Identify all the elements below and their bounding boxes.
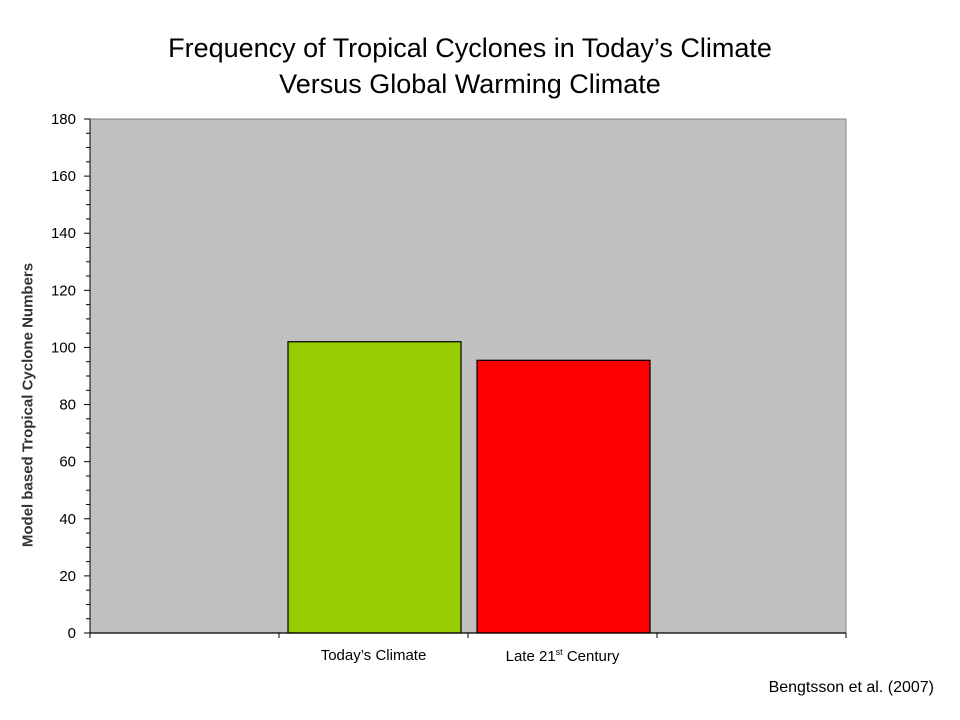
plot-area [89,118,847,634]
chart-title: Frequency of Tropical Cyclones in Today’… [60,30,880,102]
y-tick-label: 80 [59,397,76,414]
y-tick-label: 40 [59,511,76,528]
y-tick-label: 60 [59,454,76,471]
y-tick-label: 160 [51,168,76,185]
y-tick-label: 100 [51,339,76,356]
category-label-2: Late 21st Century [505,647,620,665]
y-tick-label: 0 [68,625,76,642]
y-tick-label: 180 [51,111,76,128]
title-line-2: Versus Global Warming Climate [279,69,661,99]
category-label-1: Today’s Climate [320,647,427,664]
y-axis-label: Model based Tropical Cyclone Numbers [19,262,37,548]
y-tick-label: 140 [51,225,76,242]
bar-2 [476,359,651,634]
y-tick-label: 20 [59,568,76,585]
category-labels: Today’s Climate Late 21st Century [0,647,960,671]
bar-1 [287,341,462,634]
source-citation: Bengtsson et al. (2007) [768,679,934,696]
title-line-1: Frequency of Tropical Cyclones in Today’… [168,33,772,63]
y-tick-label: 120 [51,282,76,299]
